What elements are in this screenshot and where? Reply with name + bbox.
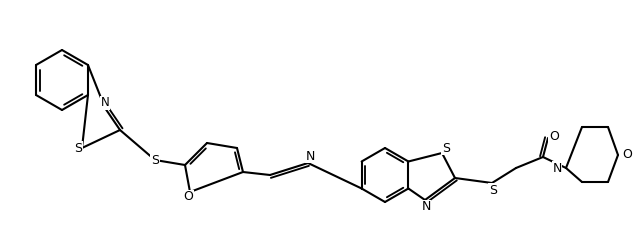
- Text: N: N: [306, 150, 315, 162]
- Text: S: S: [74, 142, 82, 155]
- Text: N: N: [101, 96, 109, 110]
- Text: O: O: [549, 129, 559, 143]
- Text: S: S: [489, 184, 497, 196]
- Text: O: O: [183, 190, 193, 204]
- Text: S: S: [151, 155, 159, 167]
- Text: S: S: [442, 142, 450, 155]
- Text: O: O: [622, 149, 632, 161]
- Text: N: N: [552, 161, 562, 175]
- Text: N: N: [421, 200, 431, 214]
